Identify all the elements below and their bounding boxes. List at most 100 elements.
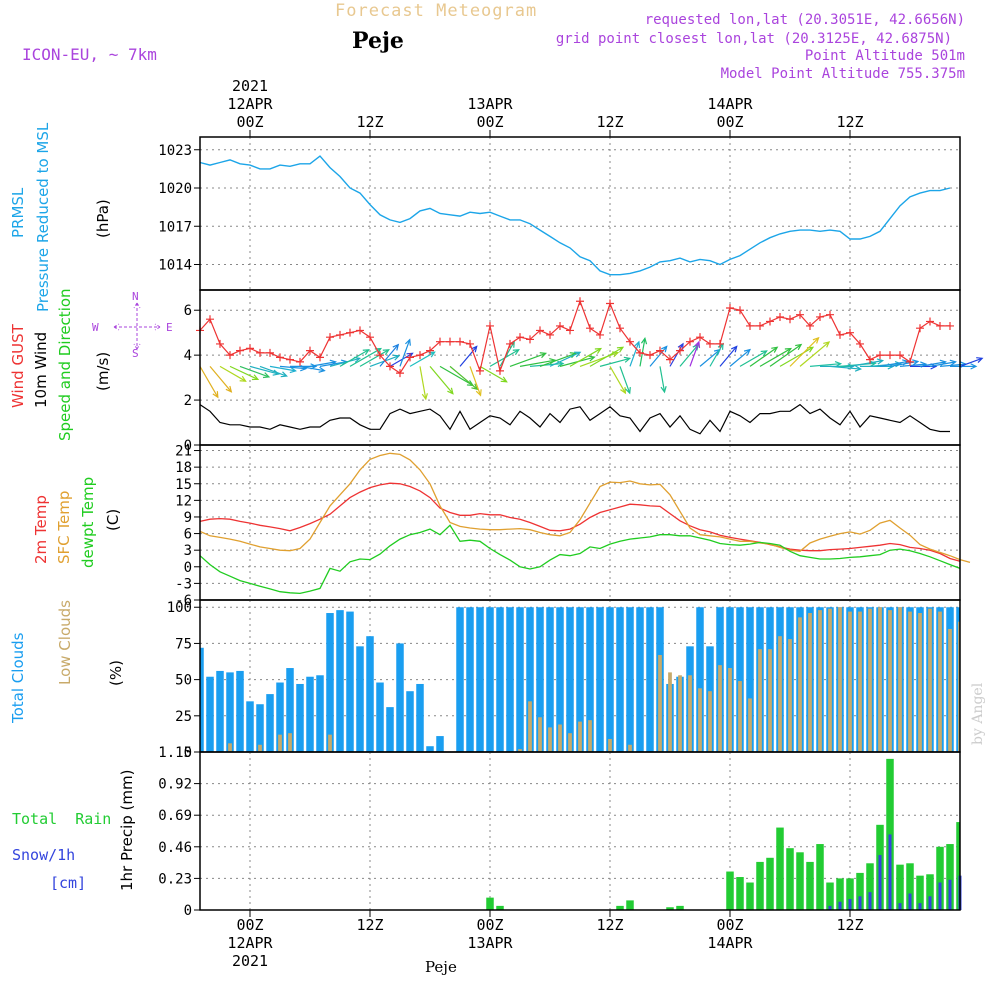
wind-arrow-shaft — [399, 339, 411, 367]
wind-arrow — [729, 348, 751, 367]
pressure-panel: 1014 1017 1020 1023 — [158, 136, 961, 291]
wind-arrow — [379, 343, 400, 367]
clouds-panel: 0 25 50 75 100 — [167, 599, 961, 761]
gust-marker — [386, 362, 394, 371]
rain-bar — [906, 863, 914, 910]
gust-marker — [876, 351, 884, 360]
wind-arrow-shaft — [669, 343, 684, 367]
y-tick-label: 0.92 — [158, 777, 192, 793]
wind-arrow — [809, 361, 843, 368]
wind-arrow — [749, 346, 779, 367]
wind-arrow-shaft — [339, 349, 370, 367]
total-cloud-bar — [286, 668, 294, 752]
wind-label: 10m Wind — [32, 332, 50, 408]
wind-arrow — [459, 345, 478, 367]
low-cloud-bar — [918, 613, 922, 752]
gust-marker — [896, 351, 904, 360]
wind-arrow-head — [854, 365, 863, 372]
wind-arrow-shaft — [729, 349, 751, 367]
rain-bar — [756, 861, 764, 910]
wind-arrow-head — [318, 366, 326, 373]
rain-bar — [826, 882, 834, 910]
pressure-labels: PRMSL Pressure Reduced to MSL (hPa) — [9, 122, 112, 312]
wind-arrow — [849, 358, 885, 367]
rain-bar — [676, 905, 684, 910]
total-cloud-bar — [546, 607, 554, 752]
gust-marker — [476, 366, 484, 375]
temp2m-line — [199, 482, 961, 562]
wind-arrow-shaft — [939, 363, 966, 367]
cloud-unit: (%) — [107, 660, 125, 686]
gust-marker — [416, 351, 424, 360]
gust-marker — [706, 339, 714, 348]
gust-marker — [506, 339, 514, 348]
total-cloud-bar — [200, 647, 204, 752]
point-altitude: Point Altitude 501m — [805, 48, 965, 64]
gust-marker — [816, 312, 824, 321]
gust-marker — [866, 355, 874, 364]
gust-marker — [776, 312, 784, 321]
gust-label: Wind GUST — [9, 323, 27, 408]
gust-marker — [286, 355, 294, 364]
gust-marker — [256, 348, 264, 357]
bottom-tick-label: 00Z — [476, 916, 503, 934]
wind-panel: 0 2 4 6 — [184, 289, 984, 454]
low-cloud-bar — [718, 665, 722, 752]
wind-arrow-head — [421, 393, 428, 401]
total-cloud-bar — [246, 701, 254, 752]
wind-arrow-shaft — [449, 365, 478, 390]
wind-arrow-head — [894, 361, 903, 368]
wind-arrow-head — [289, 366, 297, 374]
gust-marker — [596, 330, 604, 339]
y-tick-label: 2 — [184, 393, 192, 409]
total-cloud-bar — [336, 610, 344, 752]
gust-marker — [296, 357, 304, 366]
wind-arrow-shaft — [589, 346, 624, 367]
wind-arrow — [699, 348, 721, 367]
wind-arrow-head — [949, 359, 957, 366]
wind-arrow — [759, 347, 793, 367]
wind-unit: (m/s) — [94, 352, 112, 391]
wind-arrow-head — [660, 386, 667, 394]
low-cloud-bar — [728, 668, 732, 752]
low-cloud-bar — [838, 607, 842, 752]
pressure-line — [199, 155, 951, 276]
wind-arrow — [769, 343, 803, 367]
wind-arrow — [629, 340, 641, 367]
total-cloud-bar — [746, 607, 754, 752]
wind-arrow-shaft — [529, 362, 564, 367]
total-cloud-bar — [216, 670, 224, 752]
y-tick-label: 3 — [184, 543, 192, 559]
low-cloud-bar — [668, 672, 672, 752]
wind-arrow-shaft — [599, 357, 630, 367]
pressure-unit: (hPa) — [94, 199, 112, 238]
total-cloud-bar — [436, 736, 444, 752]
low-cloud-bar — [708, 691, 712, 752]
low-cloud-bar — [538, 717, 542, 752]
gust-marker — [946, 321, 954, 330]
rain-bar — [956, 822, 960, 910]
wind-arrow — [599, 356, 632, 367]
wind-arrow-head — [640, 337, 648, 345]
prmsl-label: PRMSL — [9, 187, 27, 238]
low-cloud-bar — [518, 749, 522, 752]
signature: by Angel — [970, 682, 986, 745]
y-tick-label: 18 — [175, 460, 192, 476]
rain-bar — [806, 861, 814, 910]
low-cloud-bar — [888, 610, 892, 752]
total-cloud-bar — [236, 670, 244, 752]
wind-arrow-head — [624, 387, 631, 395]
low-cloud-bar — [278, 734, 282, 752]
wind-arrow-head — [280, 371, 288, 378]
snow-bar — [848, 899, 852, 910]
low-cloud-bar — [328, 734, 332, 752]
rain-bar — [626, 900, 634, 910]
snow-bar — [858, 896, 862, 910]
wind-arrow-head — [771, 346, 779, 353]
location-title: Peje — [352, 28, 404, 54]
y-tick-label: 0 — [184, 903, 192, 919]
gust-marker — [426, 346, 434, 355]
gust-marker — [766, 317, 774, 326]
wind-arrow-head — [588, 355, 596, 362]
